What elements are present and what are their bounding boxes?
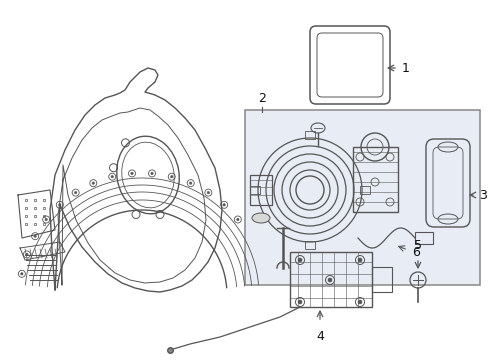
Bar bbox=[305, 241, 315, 249]
Circle shape bbox=[21, 273, 23, 275]
Circle shape bbox=[298, 300, 302, 304]
Bar bbox=[353, 147, 398, 212]
Text: 3: 3 bbox=[479, 189, 487, 202]
Circle shape bbox=[190, 182, 192, 184]
Circle shape bbox=[207, 192, 210, 194]
Circle shape bbox=[358, 300, 362, 304]
Bar bbox=[372, 267, 392, 292]
Circle shape bbox=[74, 192, 77, 194]
Text: 2: 2 bbox=[258, 92, 266, 105]
Circle shape bbox=[59, 204, 61, 206]
Circle shape bbox=[328, 278, 332, 282]
Circle shape bbox=[261, 273, 263, 275]
Circle shape bbox=[298, 258, 302, 262]
Circle shape bbox=[151, 172, 153, 175]
Bar bbox=[250, 175, 272, 205]
Circle shape bbox=[171, 175, 173, 178]
Circle shape bbox=[45, 218, 48, 221]
Text: 6: 6 bbox=[412, 247, 420, 260]
Circle shape bbox=[34, 235, 36, 237]
Circle shape bbox=[92, 182, 95, 184]
Circle shape bbox=[247, 235, 250, 237]
Circle shape bbox=[223, 204, 225, 206]
Bar bbox=[360, 186, 370, 194]
Circle shape bbox=[358, 258, 362, 262]
Circle shape bbox=[237, 218, 239, 221]
Ellipse shape bbox=[252, 213, 270, 223]
Circle shape bbox=[26, 253, 28, 256]
Circle shape bbox=[256, 253, 258, 256]
Bar bbox=[245, 110, 480, 285]
Bar bbox=[250, 186, 260, 194]
Bar bbox=[305, 131, 315, 139]
Circle shape bbox=[131, 172, 133, 175]
Bar bbox=[415, 232, 433, 244]
Text: 1: 1 bbox=[402, 62, 410, 75]
Text: 4: 4 bbox=[316, 330, 324, 343]
Text: 5: 5 bbox=[414, 239, 422, 252]
Circle shape bbox=[111, 175, 114, 178]
Bar bbox=[290, 252, 372, 307]
